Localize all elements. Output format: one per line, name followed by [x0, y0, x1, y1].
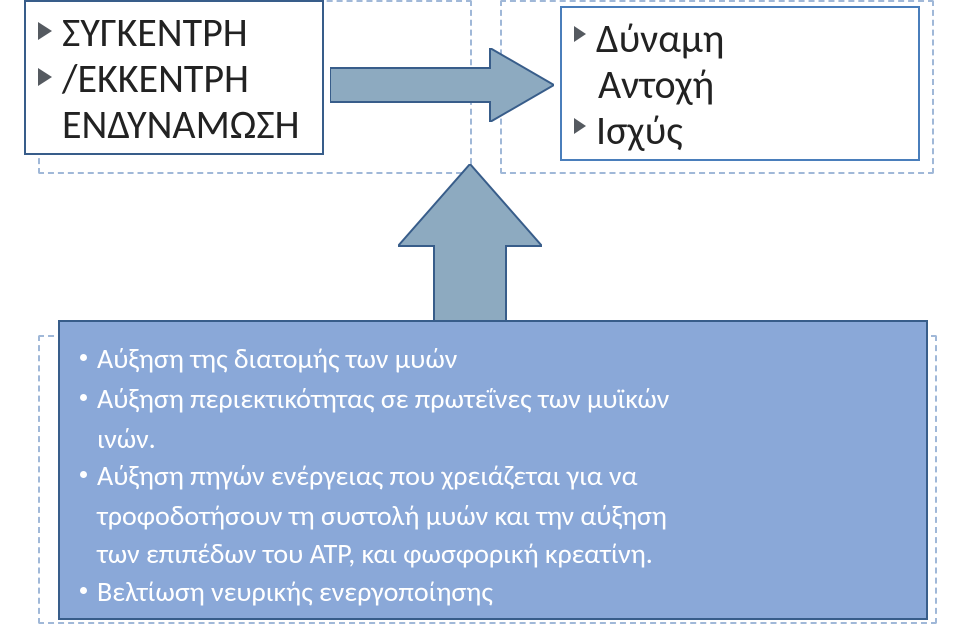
bullet-dot-icon — [80, 354, 87, 361]
box1-line3: ΕΝΔΥΝΑΜΩΣΗ — [38, 102, 310, 148]
detail-text-2b: ινών. — [80, 420, 906, 458]
box2-text2: Αντοχή — [598, 62, 714, 108]
detail-item-4: Βελτίωση νευρικής ενεργοποίησης — [80, 573, 906, 611]
detail-item-2: Αύξηση περιεκτικότητας σε πρωτεΐνες των … — [80, 380, 906, 418]
box1-text1: ΣΥΓΚΕΝΤΡΗ — [62, 10, 248, 56]
diagram-canvas: ΣΥΓΚΕΝΤΡΗ /ΕΚΚΕΝΤΡΗ ΕΝΔΥΝΑΜΩΣΗ Δύναμη Αν… — [0, 0, 960, 628]
bullet-triangle-icon — [38, 68, 52, 86]
source-box: ΣΥΓΚΕΝΤΡΗ /ΕΚΚΕΝΤΡΗ ΕΝΔΥΝΑΜΩΣΗ — [24, 0, 324, 155]
details-box: Αύξηση της διατομής των μυών Αύξηση περι… — [58, 320, 928, 620]
arrow-shape — [330, 48, 554, 122]
box2-text3: Ισχύς — [596, 108, 683, 154]
target-box: Δύναμη Αντοχή Ισχύς — [560, 6, 920, 161]
box1-line2: /ΕΚΚΕΝΤΡΗ — [38, 56, 310, 102]
bullet-triangle-icon — [574, 26, 586, 42]
box2-item3: Ισχύς — [574, 108, 906, 154]
detail-text-2a: Αύξηση περιεκτικότητας σε πρωτεΐνες των … — [97, 380, 669, 418]
box2-item1: Δύναμη — [574, 16, 906, 62]
up-arrow-icon — [398, 164, 542, 328]
box2-item2: Αντοχή — [574, 62, 906, 108]
bullet-triangle-icon — [574, 118, 586, 134]
box1-text2: /ΕΚΚΕΝΤΡΗ — [62, 56, 249, 102]
detail-text-3b: τροφοδοτήσουν τη συστολή μυών και την αύ… — [80, 497, 906, 535]
box1-line1: ΣΥΓΚΕΝΤΡΗ — [38, 10, 310, 56]
bullet-dot-icon — [80, 471, 87, 478]
detail-text-3a: Αύξηση πηγών ενέργειας που χρειάζεται γι… — [97, 457, 637, 495]
bullet-dot-icon — [80, 587, 87, 594]
bullet-dot-icon — [80, 394, 87, 401]
detail-item-3: Αύξηση πηγών ενέργειας που χρειάζεται γι… — [80, 457, 906, 495]
detail-text-3c: των επιπέδων του ATP, και φωσφορική κρεα… — [80, 535, 906, 573]
detail-text-1: Αύξηση της διατομής των μυών — [97, 340, 457, 378]
detail-text-4: Βελτίωση νευρικής ενεργοποίησης — [97, 573, 493, 611]
right-arrow-icon — [330, 48, 554, 122]
detail-item-1: Αύξηση της διατομής των μυών — [80, 340, 906, 378]
box2-text1: Δύναμη — [596, 16, 724, 62]
bullet-triangle-icon — [38, 22, 52, 40]
